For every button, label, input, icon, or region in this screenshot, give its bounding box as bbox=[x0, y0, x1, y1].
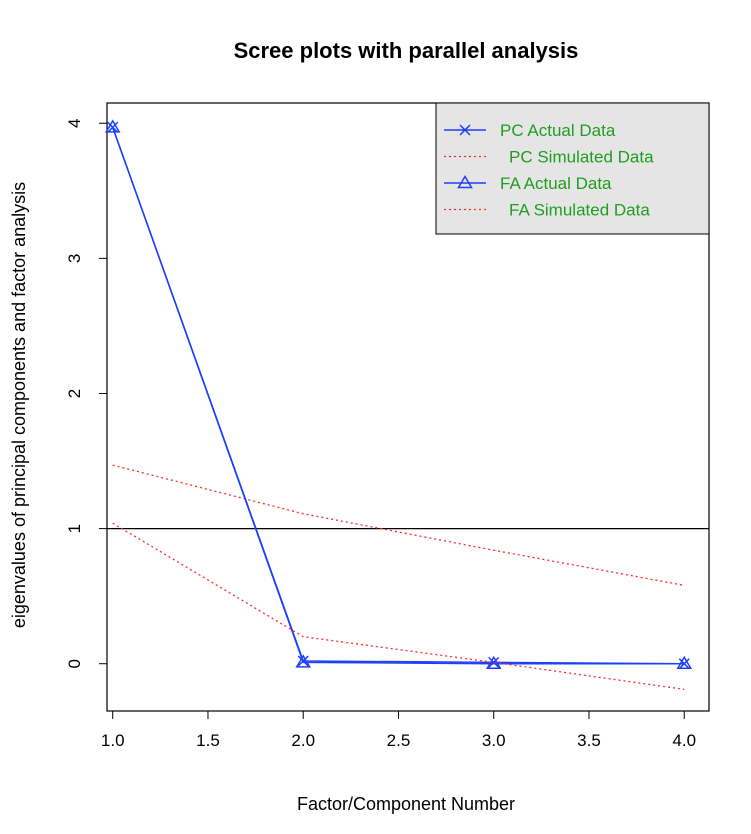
legend-label-2: PC Simulated Data bbox=[509, 148, 654, 167]
legend-box bbox=[435, 102, 710, 235]
x-tick-label: 1.0 bbox=[101, 731, 125, 750]
x-axis-label: Factor/Component Number bbox=[297, 794, 515, 814]
y-tick-label: 4 bbox=[65, 119, 84, 128]
y-axis-label: eigenvalues of principal components and … bbox=[9, 182, 29, 628]
legend-marker-1 bbox=[459, 124, 471, 136]
legend-label-1: PC Actual Data bbox=[500, 121, 616, 140]
legend-label-3: FA Actual Data bbox=[500, 174, 612, 193]
series-1-point bbox=[488, 656, 500, 668]
series-3-point bbox=[485, 655, 502, 670]
x-tick-label: 4.0 bbox=[672, 731, 696, 750]
legend-label-4: FA Simulated Data bbox=[509, 201, 650, 220]
y-tick-label: 1 bbox=[65, 524, 84, 533]
series-line-4 bbox=[112, 522, 685, 691]
legend-marker-3 bbox=[457, 175, 473, 189]
chart-title: Scree plots with parallel analysis bbox=[234, 38, 579, 63]
y-tick-label: 3 bbox=[65, 254, 84, 263]
series-3-point bbox=[295, 654, 312, 668]
x-tick-label: 3.0 bbox=[482, 731, 506, 750]
x-tick-label: 1.5 bbox=[196, 731, 220, 750]
series-line-3 bbox=[112, 127, 685, 665]
plot-frame bbox=[106, 102, 710, 712]
x-tick-label: 2.5 bbox=[387, 731, 411, 750]
x-marker-stroke bbox=[488, 656, 500, 668]
series-3-point bbox=[676, 655, 693, 670]
series-3-point bbox=[104, 119, 121, 133]
y-tick-label: 0 bbox=[65, 659, 84, 668]
x-tick-label: 3.5 bbox=[577, 731, 601, 750]
plot-area bbox=[104, 102, 710, 712]
y-tick-label: 2 bbox=[65, 389, 84, 398]
legend: PC Actual Data PC Simulated Data FA Actual… bbox=[435, 102, 710, 235]
axis-ticks: 1.0 1.5 2.0 2.5 3.0 3.5 4.0 0 1 2 3 4 bbox=[65, 119, 696, 750]
x-tick-label: 2.0 bbox=[291, 731, 315, 750]
x-marker-stroke bbox=[459, 124, 471, 136]
series-line-2 bbox=[112, 464, 685, 586]
